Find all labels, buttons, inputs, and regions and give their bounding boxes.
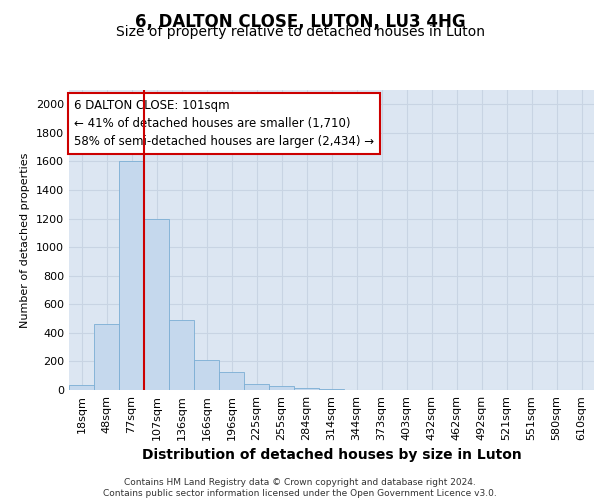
Bar [319, 388, 344, 390]
Bar [244, 384, 269, 390]
Bar [169, 320, 194, 390]
Bar [269, 386, 294, 390]
Bar [144, 220, 169, 390]
Bar [294, 388, 319, 390]
Text: Size of property relative to detached houses in Luton: Size of property relative to detached ho… [115, 25, 485, 39]
Bar [69, 385, 94, 390]
Y-axis label: Number of detached properties: Number of detached properties [20, 152, 31, 328]
Bar [194, 360, 219, 390]
X-axis label: Distribution of detached houses by size in Luton: Distribution of detached houses by size … [142, 448, 521, 462]
Text: Contains HM Land Registry data © Crown copyright and database right 2024.
Contai: Contains HM Land Registry data © Crown c… [103, 478, 497, 498]
Bar [219, 372, 244, 390]
Bar [94, 324, 119, 390]
Bar [119, 162, 144, 390]
Text: 6 DALTON CLOSE: 101sqm
← 41% of detached houses are smaller (1,710)
58% of semi-: 6 DALTON CLOSE: 101sqm ← 41% of detached… [74, 99, 374, 148]
Text: 6, DALTON CLOSE, LUTON, LU3 4HG: 6, DALTON CLOSE, LUTON, LU3 4HG [134, 12, 466, 30]
